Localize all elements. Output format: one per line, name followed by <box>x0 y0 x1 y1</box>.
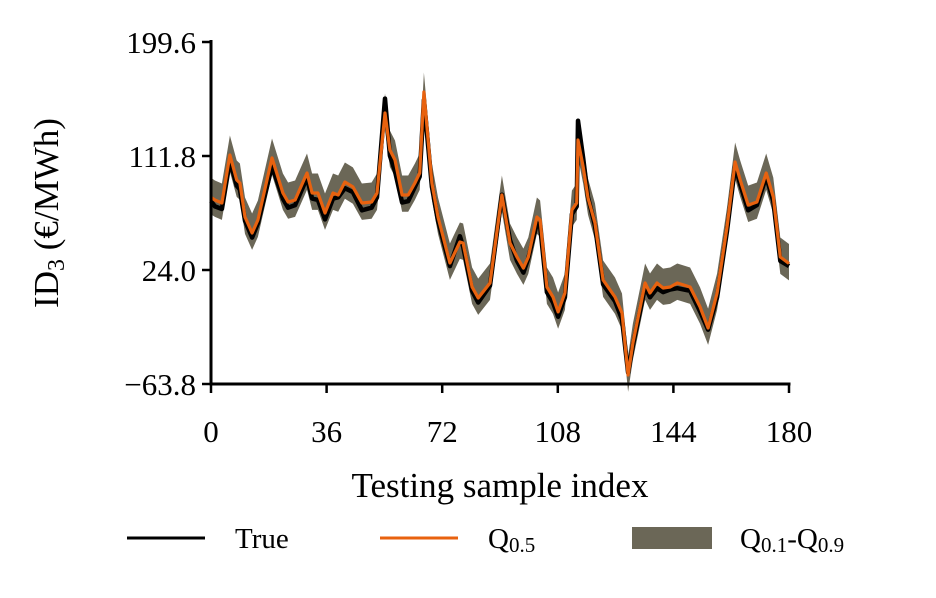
legend: True Q0.5 Q0.1-Q0.9 <box>127 523 844 557</box>
series-line-q05 <box>210 90 790 377</box>
x-axis-label: Testing sample index <box>352 466 649 505</box>
legend-label-interval: Q0.1-Q0.9 <box>740 523 844 557</box>
y-tick-label: 111.8 <box>129 139 196 174</box>
y-tick-label: 24.0 <box>142 253 196 288</box>
x-tick-label: 144 <box>650 414 697 449</box>
plot-area <box>209 72 791 392</box>
legend-label-q05-sub: 0.5 <box>509 533 535 557</box>
legend-label-true: True <box>235 523 289 555</box>
legend-label-interval-main2: -Q <box>787 523 818 555</box>
x-tick-label: 0 <box>203 414 219 449</box>
x-axis-ticks: 0 36 72 108 144 180 <box>203 384 812 449</box>
x-tick-label: 180 <box>766 414 813 449</box>
y-axis-label: ID3 (€/MWh) <box>27 118 70 308</box>
y-tick-label: 199.6 <box>126 25 196 60</box>
legend-item-q05: Q0.5 <box>380 523 535 557</box>
y-axis-label-main: ID <box>27 271 66 308</box>
legend-label-interval-sub: 0.1 <box>761 533 787 557</box>
legend-label-q05-main: Q <box>488 523 509 555</box>
x-tick-label: 72 <box>427 414 458 449</box>
legend-label-interval-main: Q <box>740 523 761 555</box>
legend-label-q05: Q0.5 <box>488 523 535 557</box>
legend-label-interval-sub2: 0.9 <box>818 533 844 557</box>
y-tick-label: −63.8 <box>124 367 196 402</box>
legend-item-true: True <box>127 523 289 555</box>
x-tick-label: 108 <box>535 414 582 449</box>
x-tick-label: 36 <box>311 414 342 449</box>
quantile-band-q01-q09 <box>211 72 789 392</box>
legend-item-interval: Q0.1-Q0.9 <box>632 523 844 557</box>
legend-swatch-interval <box>632 527 712 549</box>
y-axis-label-sub: 3 <box>44 259 70 271</box>
y-axis-label-unit: (€/MWh) <box>27 118 66 259</box>
series-line-true <box>209 96 791 375</box>
y-axis-ticks: 199.6 111.8 24.0 −63.8 <box>124 25 211 402</box>
